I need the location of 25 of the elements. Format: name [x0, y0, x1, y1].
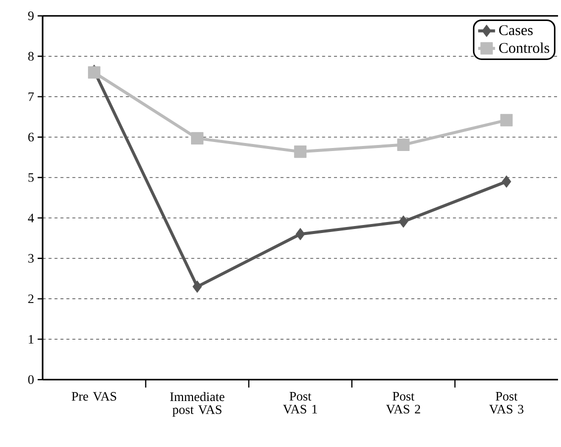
y-tick-label: 8 [28, 52, 34, 61]
point [191, 132, 204, 145]
legend-label: Controls [499, 42, 550, 53]
point [397, 138, 410, 151]
y-tick-label: 2 [28, 294, 34, 304]
y-tick-label: 1 [28, 334, 34, 344]
x-tick-label: Post VAS 1 [283, 392, 317, 414]
y-tick-label: 7 [28, 92, 34, 101]
x-tick-label: Post VAS 3 [489, 392, 524, 414]
y-tick-label: 0 [28, 375, 34, 384]
x-tick-label: Post VAS 2 [386, 392, 420, 414]
y-tick-label: 6 [28, 132, 34, 142]
point [398, 215, 408, 228]
legend-label: Cases [499, 25, 533, 36]
y-tick-label: 4 [28, 214, 34, 222]
point [192, 280, 202, 293]
x-tick-label: Pre VAS [72, 392, 116, 401]
y-tick-label: 5 [28, 173, 34, 182]
point [296, 228, 306, 240]
point [502, 175, 512, 188]
x-tick-label: Immediate post VAS [170, 392, 224, 417]
y-tick-label: 3 [28, 254, 34, 263]
point [500, 114, 513, 126]
y-tick-label: 9 [28, 12, 34, 20]
point [294, 145, 307, 158]
